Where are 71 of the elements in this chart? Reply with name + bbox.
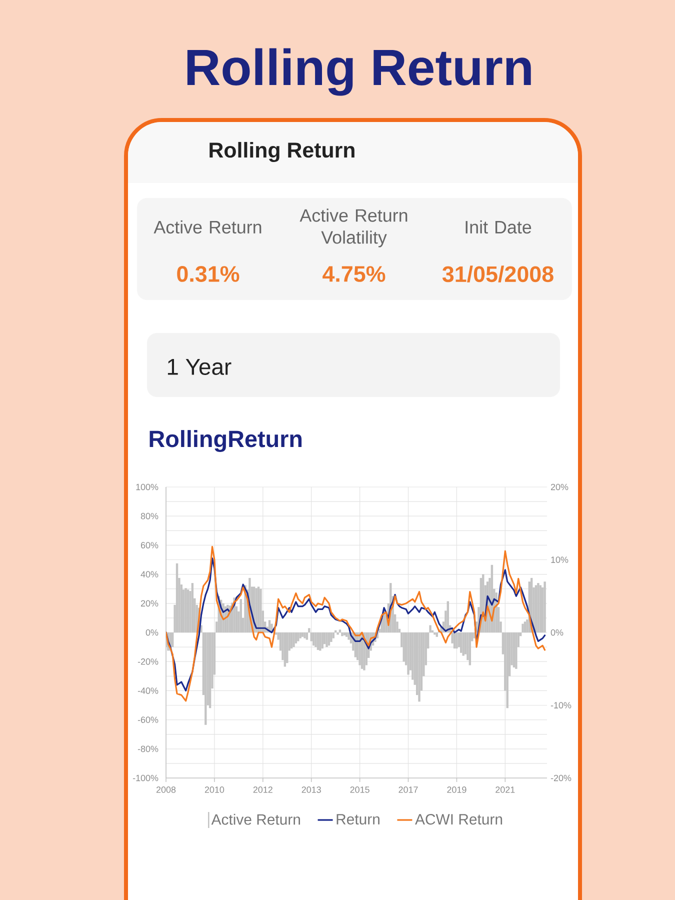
bar bbox=[341, 632, 344, 636]
y-tick-label: 20% bbox=[140, 600, 158, 607]
bar bbox=[332, 632, 334, 638]
bar bbox=[330, 632, 332, 642]
text: 4.75% bbox=[322, 266, 386, 282]
text: 1 Year bbox=[168, 359, 232, 375]
bar bbox=[338, 630, 342, 632]
y-tick-label: 80% bbox=[140, 512, 158, 520]
bar bbox=[176, 563, 178, 632]
text: Active Return Volatility bbox=[300, 208, 408, 248]
bar bbox=[336, 632, 339, 635]
y-tick-label: 60% bbox=[140, 542, 158, 548]
text: Rolling Return bbox=[210, 142, 354, 162]
bar bbox=[321, 632, 324, 649]
text: 0.31% bbox=[177, 266, 240, 282]
bar bbox=[348, 632, 350, 640]
chart-title: RollingReturn bbox=[150, 430, 302, 452]
bar bbox=[534, 585, 538, 632]
y-tick-label: 0% bbox=[146, 629, 158, 636]
bar bbox=[544, 582, 546, 632]
bar bbox=[299, 632, 302, 638]
text: Init Date bbox=[466, 220, 532, 234]
x-tick-label: 2012 bbox=[253, 786, 272, 793]
bar bbox=[240, 599, 242, 632]
legend-label: Active Return bbox=[211, 814, 300, 825]
y-tick-label: 100% bbox=[136, 484, 158, 490]
bar bbox=[286, 632, 288, 664]
x-tick-label: 2017 bbox=[398, 786, 418, 793]
bar bbox=[294, 632, 298, 644]
bar bbox=[436, 632, 438, 637]
x-tick-label: 2019 bbox=[447, 786, 466, 793]
y2-tick-label: 10% bbox=[551, 556, 568, 563]
bar bbox=[460, 632, 462, 653]
bar bbox=[515, 632, 518, 669]
legend-label: ACWI Return bbox=[415, 814, 502, 825]
bar bbox=[312, 632, 315, 646]
y-tick-label: 40% bbox=[140, 571, 158, 578]
bar bbox=[402, 632, 405, 662]
bar bbox=[328, 632, 330, 646]
y-tick-label: -20% bbox=[138, 658, 158, 665]
text: 31/05/2008 bbox=[442, 266, 554, 282]
y2-tick-label: 20% bbox=[550, 484, 568, 490]
bar bbox=[522, 624, 524, 632]
bar bbox=[260, 588, 262, 632]
bar bbox=[204, 632, 207, 725]
text: Active Return bbox=[154, 220, 262, 234]
bar bbox=[191, 583, 194, 632]
bar bbox=[468, 632, 472, 666]
bar bbox=[429, 625, 432, 632]
bar bbox=[434, 632, 436, 635]
bar bbox=[345, 632, 348, 637]
bar bbox=[524, 622, 526, 632]
y-tick-label: -100% bbox=[132, 774, 158, 782]
y-tick-label: -40% bbox=[138, 688, 158, 694]
bar bbox=[308, 628, 310, 632]
legend-label: Return bbox=[336, 814, 380, 825]
bar bbox=[172, 632, 174, 648]
bar bbox=[292, 632, 295, 648]
text: Rolling Return bbox=[187, 48, 531, 96]
y2-tick-label: 0% bbox=[550, 629, 564, 636]
y2-tick-label: -20% bbox=[550, 774, 572, 782]
x-tick-label: 2008 bbox=[156, 786, 176, 793]
y-tick-label: -60% bbox=[138, 716, 158, 723]
x-tick-label: 2010 bbox=[204, 786, 224, 793]
bar bbox=[506, 632, 508, 708]
x-tick-label: 2021 bbox=[496, 786, 515, 793]
x-tick-label: 2013 bbox=[302, 786, 321, 793]
y2-tick-label: -10% bbox=[550, 702, 572, 708]
x-tick-label: 2015 bbox=[350, 786, 370, 793]
y-tick-label: -80% bbox=[138, 746, 158, 752]
bar bbox=[304, 632, 306, 638]
